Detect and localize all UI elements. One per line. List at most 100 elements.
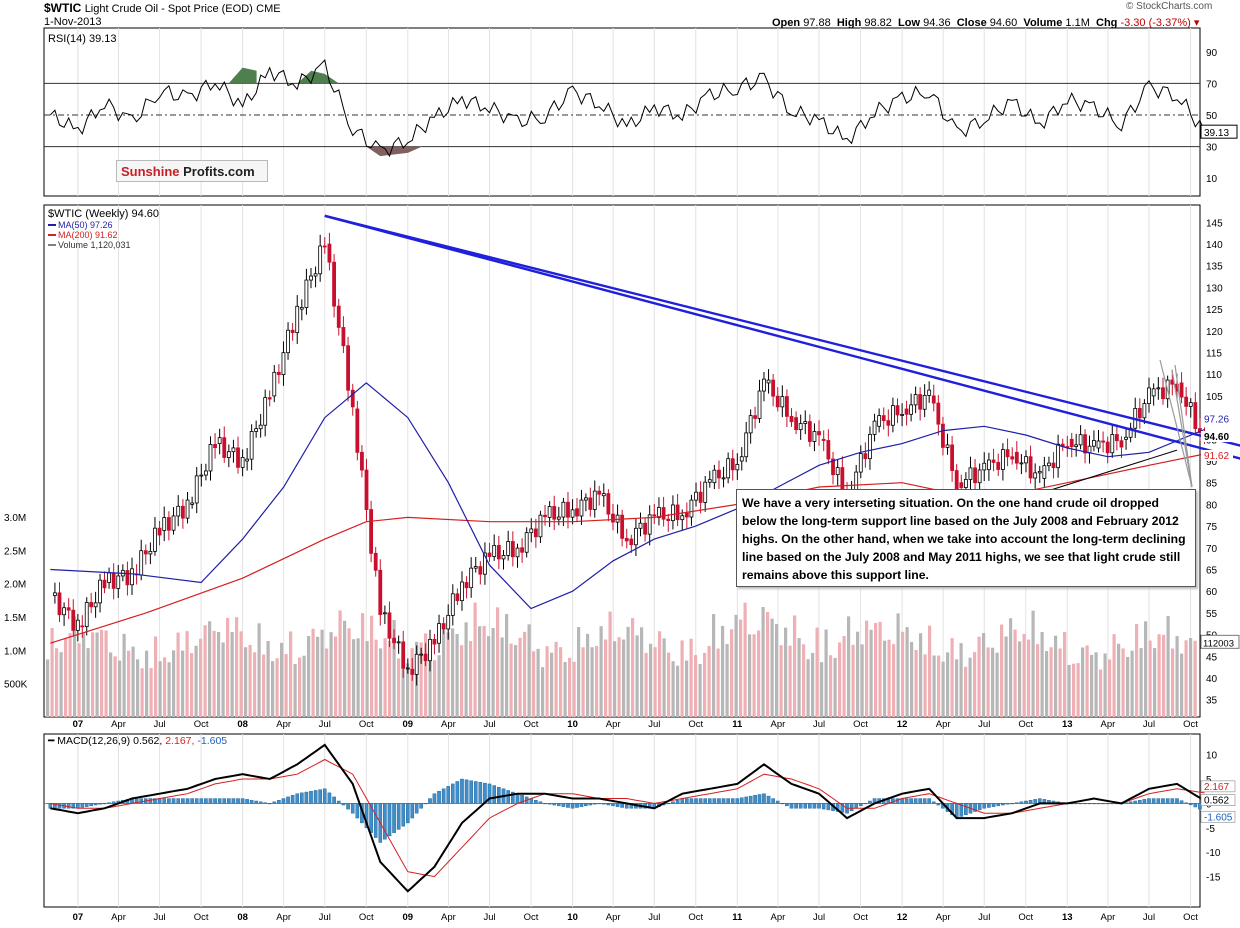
- macd-histogram-bar: [1105, 803, 1110, 805]
- macd-histogram-bar: [785, 803, 789, 807]
- price-candle-body: [455, 593, 460, 602]
- price-candle-body: [176, 505, 181, 517]
- volume-bar: [1153, 648, 1157, 717]
- volume-bar: [257, 623, 261, 717]
- volume-bar: [68, 633, 72, 717]
- volume-bar: [122, 633, 126, 717]
- macd-tick-label: -5: [1206, 824, 1215, 835]
- macd-histogram-bar: [1142, 799, 1147, 804]
- price-x-tick: 12: [897, 719, 908, 730]
- macd-histogram-bar: [936, 803, 941, 806]
- price-candle-body: [1019, 462, 1024, 465]
- price-candles: [53, 232, 1207, 686]
- volume-bar: [545, 646, 549, 717]
- price-candle-body: [945, 444, 950, 448]
- macd-x-tick: Jul: [319, 912, 331, 923]
- macd-histogram-bar: [611, 803, 615, 807]
- price-candle-body: [1078, 434, 1083, 446]
- price-candle-body: [748, 415, 753, 434]
- macd-histogram-bar: [1170, 798, 1175, 804]
- macd-histogram-bar: [973, 803, 977, 812]
- open-value: 97.88: [803, 17, 831, 29]
- macd-line: [50, 743, 1206, 893]
- macd-histogram-bar: [858, 803, 863, 807]
- macd-histogram-bar: [1161, 798, 1165, 804]
- volume-bar: [644, 652, 648, 717]
- volume-bar: [856, 631, 860, 717]
- price-candle-body: [171, 515, 176, 531]
- price-candle-body: [831, 458, 835, 476]
- rsi-tick-label: 30: [1206, 143, 1218, 154]
- volume-bar: [1058, 648, 1062, 717]
- volume-bar: [1121, 648, 1125, 717]
- price-candle-body: [249, 431, 254, 460]
- volume-bar: [973, 652, 977, 717]
- price-candle-body: [881, 415, 886, 422]
- volume-bar: [788, 645, 792, 717]
- macd-histogram-bar: [538, 801, 543, 804]
- price-x-tick: Jul: [978, 719, 990, 730]
- macd-histogram-bar: [383, 803, 387, 840]
- volume-bar: [1018, 641, 1022, 717]
- macd-current-label: 2.167: [1204, 782, 1229, 793]
- change-value: -3.30 (-3.37%): [1120, 17, 1191, 29]
- price-candle-body: [798, 423, 803, 431]
- price-candle-body: [1147, 387, 1151, 404]
- volume-bar: [271, 661, 275, 717]
- price-candle-body: [909, 404, 914, 415]
- volume-tick-label: 500K: [4, 680, 28, 691]
- macd-x-tick: Apr: [771, 912, 786, 923]
- macd-x-tick: Oct: [1018, 912, 1033, 923]
- volume-value: 1.1M: [1065, 17, 1090, 29]
- price-candle-body: [575, 508, 579, 517]
- price-candle-body: [620, 514, 625, 539]
- price-candle-body: [309, 275, 313, 281]
- volume-bar: [941, 661, 945, 717]
- macd-histogram-bar: [346, 803, 350, 810]
- volume-bar: [239, 631, 243, 717]
- macd-histogram-bar: [570, 803, 575, 809]
- macd-histogram-bar: [157, 798, 162, 804]
- macd-histogram-bar: [84, 803, 89, 807]
- volume-bar: [613, 641, 617, 717]
- volume-bar: [500, 637, 504, 717]
- volume-bar: [752, 634, 756, 717]
- volume-bar: [595, 645, 599, 717]
- volume-bar: [190, 653, 194, 717]
- volume-bar: [514, 645, 518, 717]
- price-candle-body: [566, 501, 570, 518]
- volume-bar: [815, 627, 819, 717]
- macd-histogram-bar: [534, 799, 538, 804]
- price-candle-body: [180, 505, 185, 519]
- volume-bar: [716, 648, 720, 717]
- macd-histogram-bar: [771, 798, 775, 804]
- volume-bar: [352, 639, 356, 717]
- price-candle-body: [812, 431, 817, 442]
- macd-x-tick: Jul: [153, 912, 165, 923]
- macd-histogram-bar: [1179, 800, 1184, 804]
- macd-histogram-bar: [423, 803, 428, 805]
- volume-bar: [77, 643, 81, 717]
- volume-bar: [860, 644, 864, 717]
- volume-bar: [824, 629, 828, 717]
- macd-histogram-bar: [1083, 803, 1087, 805]
- price-current-box: [1201, 431, 1233, 443]
- price-x-tick: Apr: [771, 719, 786, 730]
- annotation-pointer: [1159, 359, 1193, 488]
- volume-bar: [451, 628, 455, 717]
- price-candle-body: [107, 572, 111, 583]
- price-candle-body: [1014, 451, 1019, 464]
- rsi-tick-label: 70: [1206, 79, 1218, 90]
- volume-bar: [505, 614, 509, 717]
- price-candle-body: [991, 459, 996, 463]
- price-candle-body: [757, 390, 762, 419]
- price-candle-body: [157, 527, 162, 536]
- macd-tick-label: 10: [1206, 751, 1218, 762]
- price-current-box: [1201, 449, 1233, 461]
- price-candle-body: [771, 379, 776, 397]
- price-candle-body: [721, 477, 726, 480]
- volume-bar: [919, 633, 923, 717]
- macd-histogram-bar: [1151, 798, 1156, 804]
- price-candle-body: [432, 638, 437, 645]
- volume-bar: [275, 658, 279, 717]
